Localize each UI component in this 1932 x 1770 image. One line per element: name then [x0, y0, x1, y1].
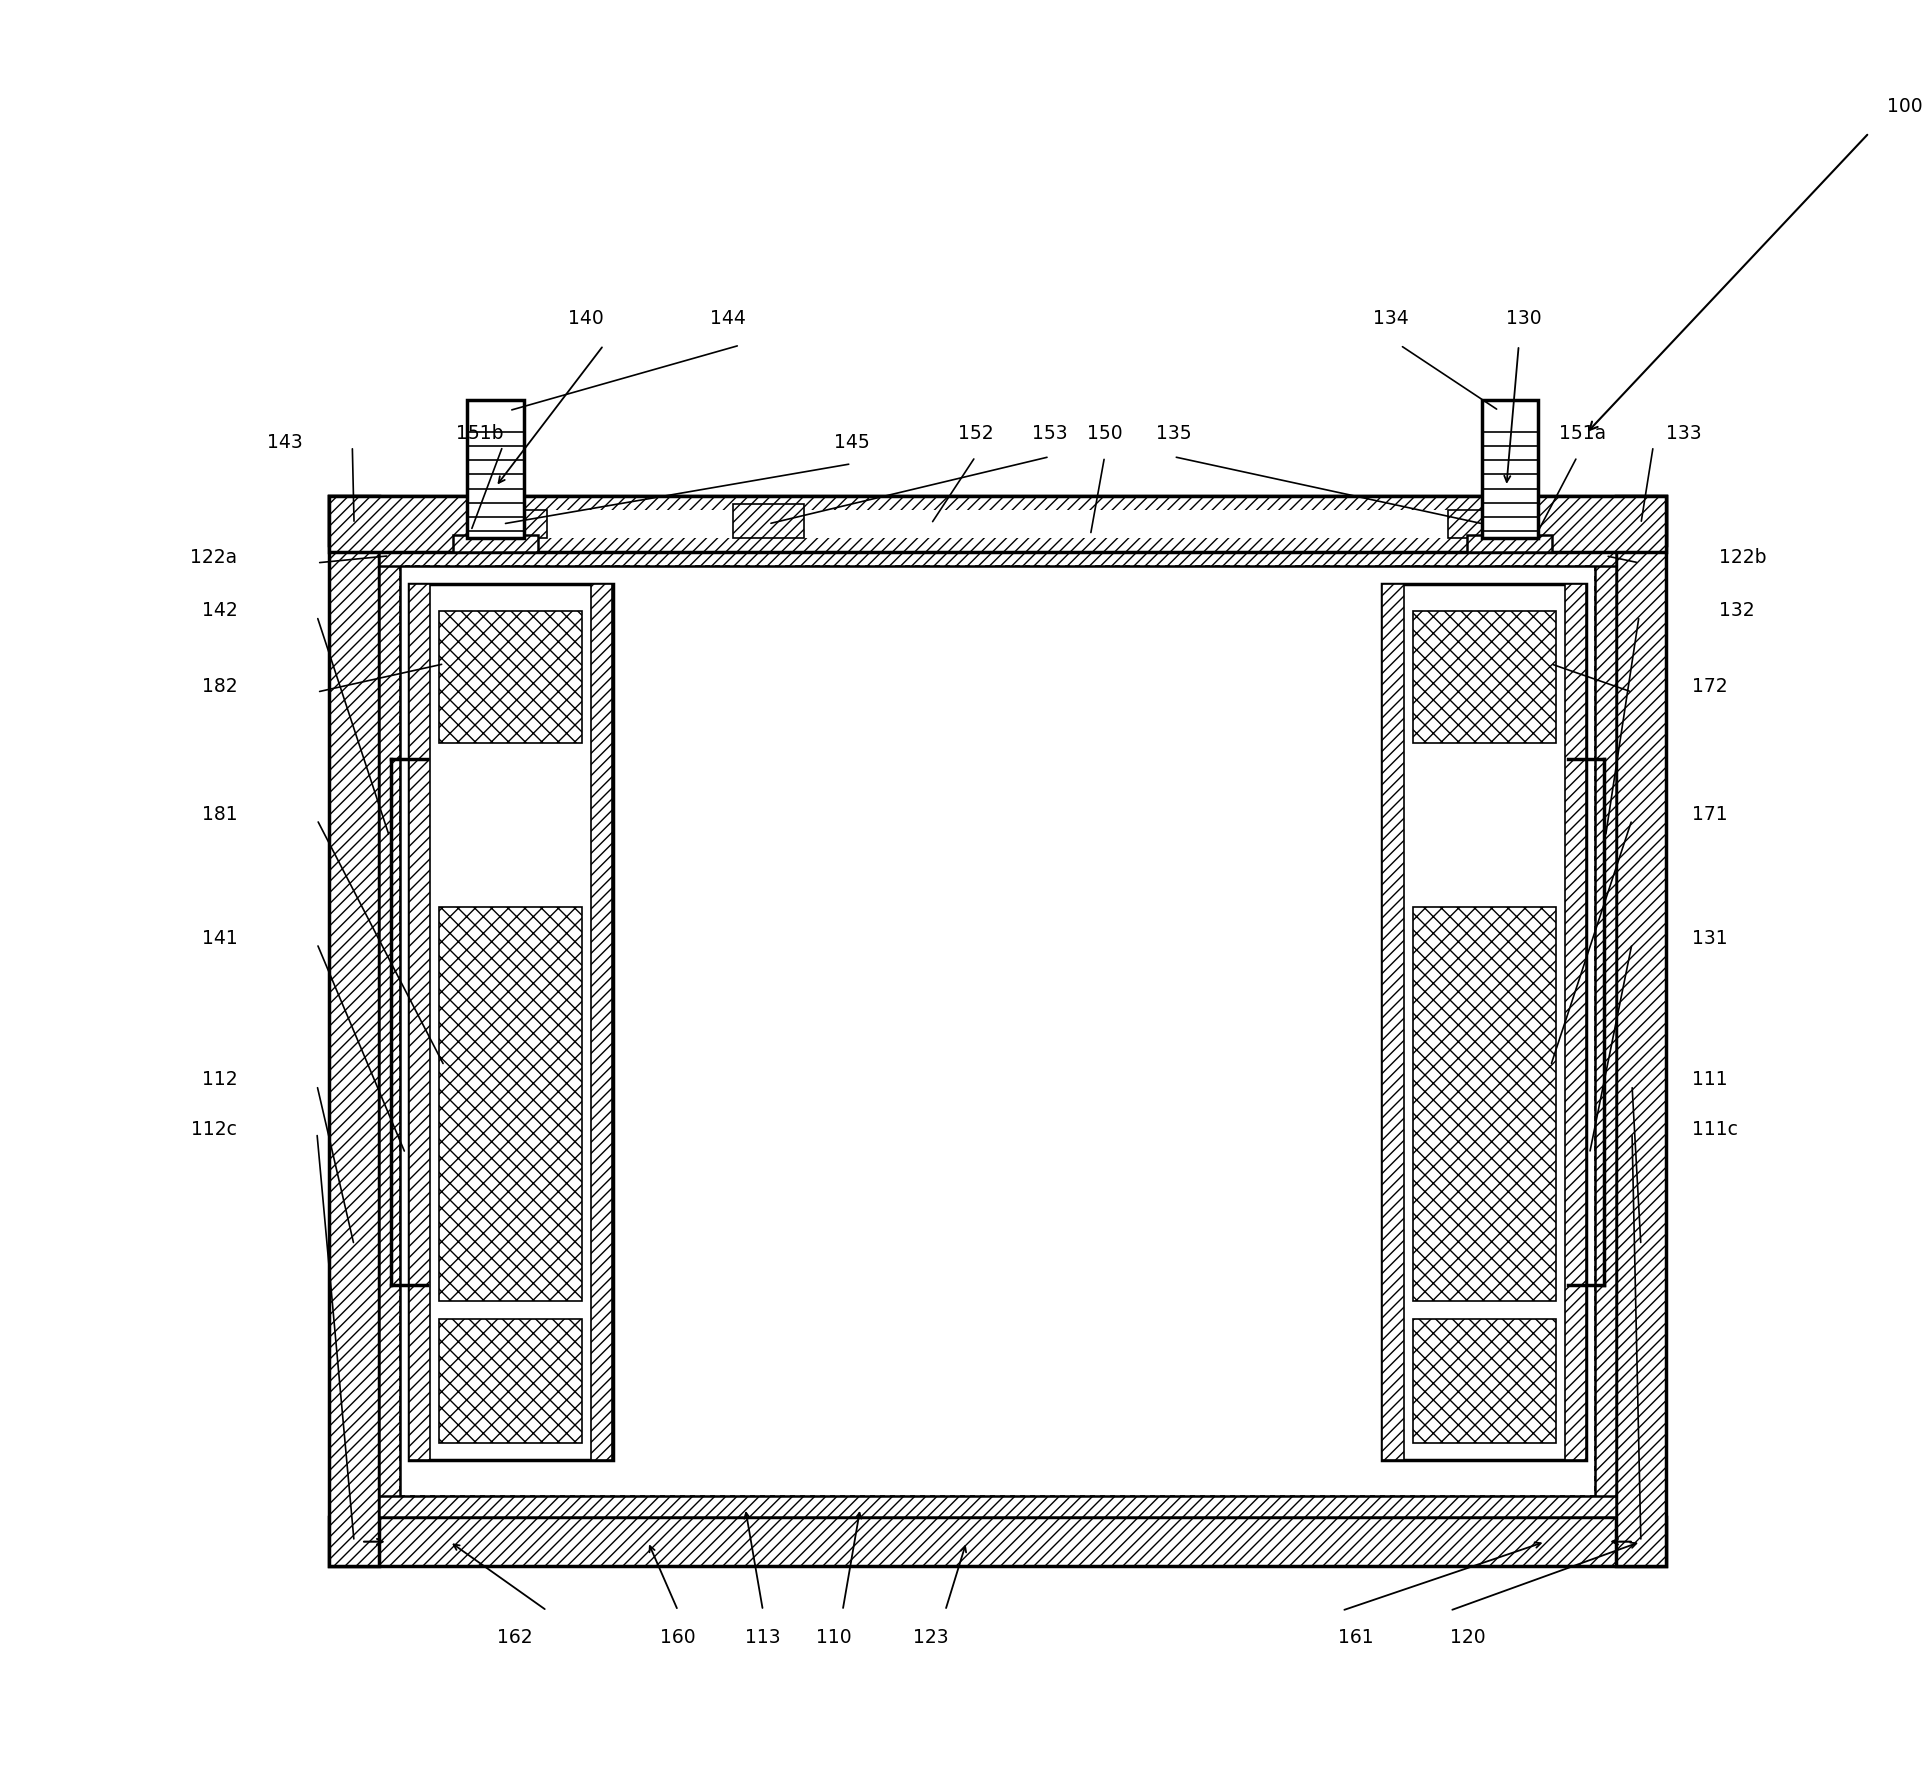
Bar — [1412, 906, 1555, 1301]
Text: 162: 162 — [497, 1628, 533, 1646]
Bar — [328, 1517, 1665, 1566]
Text: 100: 100 — [1886, 97, 1922, 115]
Bar — [1615, 496, 1665, 1566]
Bar — [410, 584, 431, 1460]
Text: 181: 181 — [201, 805, 238, 823]
Bar — [328, 496, 1665, 545]
Text: 110: 110 — [815, 1628, 852, 1646]
Text: 130: 130 — [1505, 310, 1542, 327]
Text: 122b: 122b — [1718, 549, 1766, 566]
Text: 133: 133 — [1665, 425, 1700, 442]
Text: 151b: 151b — [456, 425, 502, 442]
Bar — [1594, 545, 1615, 1517]
Text: 143: 143 — [267, 434, 303, 451]
Text: 135: 135 — [1155, 425, 1190, 442]
Bar — [1447, 510, 1519, 538]
Text: 113: 113 — [744, 1628, 781, 1646]
Text: 150: 150 — [1086, 425, 1122, 442]
Bar — [439, 1319, 582, 1443]
Bar — [439, 611, 582, 743]
Bar — [475, 510, 547, 538]
Text: 153: 153 — [1032, 425, 1066, 442]
Bar — [516, 510, 1478, 538]
Text: 111c: 111c — [1690, 1120, 1737, 1138]
Text: 123: 123 — [912, 1628, 949, 1646]
Text: 182: 182 — [201, 678, 238, 696]
Bar — [1412, 611, 1555, 743]
Text: 112c: 112c — [191, 1120, 238, 1138]
Bar — [1563, 584, 1584, 1460]
Text: 151a: 151a — [1557, 425, 1605, 442]
Text: 131: 131 — [1690, 929, 1727, 947]
Bar — [732, 504, 804, 538]
Bar — [1466, 535, 1551, 552]
Text: 145: 145 — [833, 434, 869, 451]
Bar — [328, 496, 1665, 552]
Bar — [400, 566, 1594, 1496]
Bar — [439, 906, 582, 1301]
Text: 132: 132 — [1718, 602, 1754, 620]
Bar — [328, 496, 379, 1566]
Bar — [379, 545, 400, 1517]
Text: 160: 160 — [661, 1628, 696, 1646]
Text: 120: 120 — [1449, 1628, 1484, 1646]
Bar — [468, 400, 524, 538]
Text: 122a: 122a — [189, 549, 238, 566]
Bar — [1381, 584, 1403, 1460]
Bar — [1412, 1319, 1555, 1443]
Bar — [1381, 584, 1584, 1460]
Bar — [452, 535, 537, 552]
Text: 111: 111 — [1690, 1071, 1727, 1089]
Bar — [379, 545, 1615, 566]
Text: 140: 140 — [568, 310, 603, 327]
Bar — [591, 584, 612, 1460]
Bar — [1480, 400, 1538, 538]
Text: 161: 161 — [1337, 1628, 1374, 1646]
Bar — [410, 584, 612, 1460]
Bar — [379, 1496, 1615, 1517]
Text: 172: 172 — [1690, 678, 1727, 696]
Text: 142: 142 — [201, 602, 238, 620]
Text: 112: 112 — [201, 1071, 238, 1089]
Text: 144: 144 — [709, 310, 746, 327]
Text: 152: 152 — [956, 425, 993, 442]
Text: 141: 141 — [201, 929, 238, 947]
Text: 171: 171 — [1690, 805, 1727, 823]
Text: 134: 134 — [1374, 310, 1408, 327]
